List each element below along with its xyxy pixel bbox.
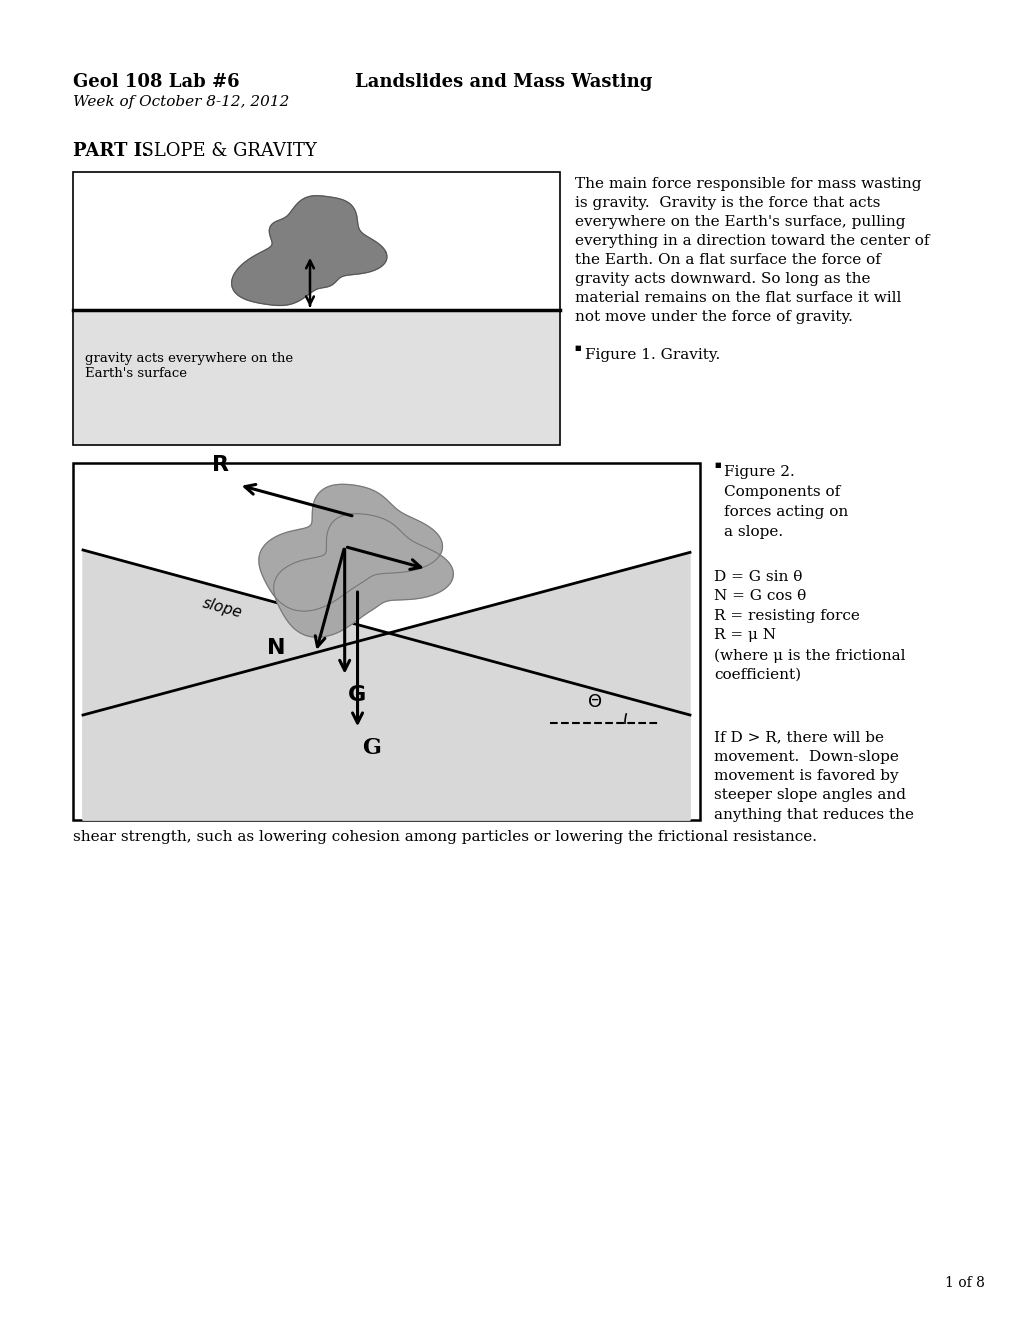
Text: Θ: Θ (587, 693, 601, 711)
Text: Θ: Θ (353, 568, 366, 586)
Text: G: G (362, 737, 381, 759)
Text: The main force responsible for mass wasting
is gravity.  Gravity is the force th: The main force responsible for mass wast… (575, 177, 928, 323)
Text: Figure 1. Gravity.: Figure 1. Gravity. (585, 348, 719, 362)
Polygon shape (231, 195, 386, 305)
Text: G: G (347, 685, 366, 705)
Text: SLOPE & GRAVITY: SLOPE & GRAVITY (129, 143, 317, 160)
Text: ■: ■ (713, 462, 719, 469)
Text: 1 of 8: 1 of 8 (944, 1276, 984, 1290)
Text: R: R (212, 455, 228, 475)
Text: gravity acts everywhere on the
Earth's surface: gravity acts everywhere on the Earth's s… (85, 352, 292, 380)
Polygon shape (273, 513, 452, 638)
Polygon shape (259, 484, 442, 611)
Bar (73, 172, 559, 445)
Text: PART I.: PART I. (73, 143, 149, 160)
Text: Figure 2.
Components of
forces acting on
a slope.: Figure 2. Components of forces acting on… (723, 465, 848, 539)
Text: N: N (267, 638, 285, 657)
Text: slope: slope (201, 595, 244, 620)
Text: Week of October 8-12, 2012: Week of October 8-12, 2012 (73, 95, 289, 110)
Text: shear strength, such as lowering cohesion among particles or lowering the fricti: shear strength, such as lowering cohesio… (73, 830, 816, 843)
Bar (73, 463, 699, 820)
Text: ■: ■ (574, 345, 580, 351)
Text: Geol 108 Lab #6: Geol 108 Lab #6 (73, 73, 239, 91)
Text: D = G sin θ
N = G cos θ
R = resisting force
R = μ N
(where μ is the frictional
c: D = G sin θ N = G cos θ R = resisting fo… (713, 570, 905, 682)
Text: Landslides and Mass Wasting: Landslides and Mass Wasting (355, 73, 652, 91)
Bar (74, 310, 558, 444)
Text: If D > R, there will be
movement.  Down-slope
movement is favored by
steeper slo: If D > R, there will be movement. Down-s… (713, 730, 913, 822)
Polygon shape (83, 550, 689, 820)
Text: D: D (393, 540, 412, 560)
Polygon shape (83, 552, 689, 820)
